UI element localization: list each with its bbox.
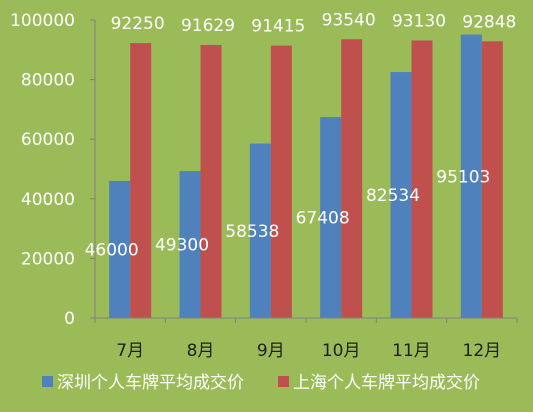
legend-swatch [42,376,53,387]
y-tick-label: 100000 [10,11,75,31]
bar-shenzhen [109,180,131,318]
bar-shanghai [270,45,292,318]
bar-shanghai [130,43,152,318]
data-label-shenzhen: 49300 [155,236,209,256]
bar-series [109,34,503,319]
bar-shenzhen [249,143,271,318]
data-label-shanghai: 93540 [322,10,376,30]
bar-shanghai [481,41,503,319]
legend-label: 深圳个人车牌平均成交价 [57,373,244,393]
y-tick-label: 60000 [21,130,75,150]
y-tick-label: 80000 [21,71,75,91]
data-label-shenzhen: 58538 [225,222,279,242]
bar-shanghai [200,44,222,318]
bar-shanghai [411,40,433,319]
data-label-shenzhen: 82534 [366,186,420,206]
y-axis-ticks: 0 20000 40000 60000 80000 100000 [10,11,95,329]
category-label: 8月 [187,341,215,361]
data-label-shenzhen: 95103 [436,168,490,188]
data-label-shenzhen: 67408 [296,209,350,229]
legend-swatch [278,376,289,387]
category-label: 9月 [257,341,285,361]
data-label-shanghai: 92250 [111,14,165,34]
y-tick-label: 20000 [21,249,75,269]
data-label-shenzhen: 46000 [85,240,139,260]
category-label: 11月 [392,341,431,361]
category-labels: 7月 8月 9月 10月 11月 12月 [116,341,501,361]
data-label-shanghai: 92848 [462,12,516,32]
category-label: 7月 [116,341,144,361]
category-label: 10月 [322,341,361,361]
bar-shenzhen [179,171,201,318]
bar-shenzhen [320,117,342,318]
data-label-shanghai: 93130 [392,11,446,31]
y-tick-label: 0 [64,309,75,329]
bar-shenzhen [460,34,482,319]
bar-shanghai [341,39,363,319]
legend-label: 上海个人车牌平均成交价 [293,373,480,393]
data-label-shanghai: 91629 [181,16,235,36]
bar-shenzhen [390,72,412,319]
x-axis-ticks [94,318,518,323]
data-label-shanghai: 91415 [251,17,305,37]
data-labels: 46000 92250 49300 91629 58538 91415 67408 93540… [85,10,517,260]
category-label: 12月 [463,341,502,361]
legend: 深圳个人车牌平均成交价 上海个人车牌平均成交价 [42,373,480,393]
y-tick-label: 40000 [21,190,75,210]
